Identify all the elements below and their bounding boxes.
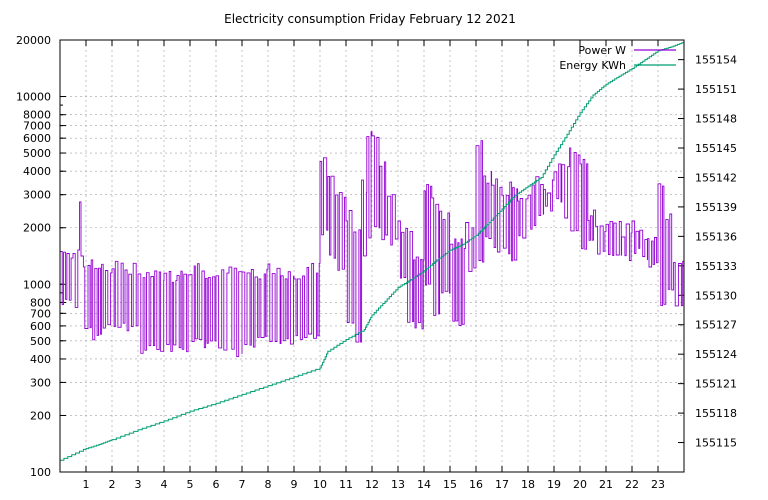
y-left-tick-label: 5000	[23, 147, 51, 160]
x-tick-label: 6	[213, 478, 220, 491]
x-tick-label: 7	[239, 478, 246, 491]
x-tick-label: 3	[135, 478, 142, 491]
x-tick-label: 17	[495, 478, 509, 491]
y-left-tick-label: 500	[30, 335, 51, 348]
grid	[60, 40, 684, 472]
y-left-tick-label: 20000	[16, 34, 51, 47]
y-left-tick-label: 100	[30, 466, 51, 479]
x-tick-label: 8	[265, 478, 272, 491]
y-right-tick-label: 155145	[695, 142, 737, 155]
y-right-tick-label: 155136	[695, 230, 737, 243]
y-left-tick-label: 200	[30, 409, 51, 422]
x-tick-label: 12	[365, 478, 379, 491]
y-left-tick-label: 300	[30, 376, 51, 389]
y-left-tick-label: 2000	[23, 222, 51, 235]
x-tick-label: 20	[573, 478, 587, 491]
y-right-tick-label: 155130	[695, 289, 737, 302]
x-tick-label: 14	[417, 478, 431, 491]
chart-title: Electricity consumption Friday February …	[224, 12, 516, 26]
legend: Power W Energy KWh	[559, 44, 676, 72]
y-right-tick-label: 155118	[695, 407, 737, 420]
y-right-tick-label: 155139	[695, 201, 737, 214]
legend-label: Power W	[578, 44, 626, 57]
y-left-tick-label: 4000	[23, 165, 51, 178]
x-tick-label: 2	[109, 478, 116, 491]
y-right-tick-label: 155142	[695, 171, 737, 184]
x-tick-label: 1	[83, 478, 90, 491]
y-right-tick-label: 155151	[695, 83, 737, 96]
y-right-tick-label: 155148	[695, 113, 737, 126]
y-left-tick-label: 7000	[23, 120, 51, 133]
y-right-tick-label: 155127	[695, 319, 737, 332]
y-left-tick-label: 700	[30, 307, 51, 320]
x-tick-label: 22	[625, 478, 639, 491]
y-right-tick-label: 155124	[695, 348, 737, 361]
y-right-tick-label: 155133	[695, 260, 737, 273]
series-power-line	[60, 131, 684, 358]
y-right-tick-label: 155115	[695, 437, 737, 450]
y-left-tick-label: 800	[30, 296, 51, 309]
x-tick-label: 13	[391, 478, 405, 491]
y-left-tick-label: 1000	[23, 278, 51, 291]
y-right-tick-label: 155121	[695, 378, 737, 391]
x-tick-label: 10	[313, 478, 327, 491]
y-left-tick-label: 6000	[23, 132, 51, 145]
x-tick-label: 5	[187, 478, 194, 491]
series-energy-line	[60, 42, 685, 461]
x-tick-label: 21	[599, 478, 613, 491]
y-left-tick-label: 400	[30, 353, 51, 366]
y-left-tick-label: 3000	[23, 189, 51, 202]
plot-area	[60, 42, 685, 461]
y-left-tick-label: 600	[30, 320, 51, 333]
y-left-tick-label: 10000	[16, 91, 51, 104]
x-tick-label: 19	[547, 478, 561, 491]
x-tick-label: 11	[339, 478, 353, 491]
x-tick-label: 23	[651, 478, 665, 491]
x-tick-label: 15	[443, 478, 457, 491]
x-axis: 1 2 3 4 5 6 7 8 9 10 11 12 13 14 15 16 17 18 19 20 21 22 23	[83, 40, 665, 491]
x-tick-label: 9	[291, 478, 298, 491]
y-left-tick-label: 8000	[23, 109, 51, 122]
y-axis-right: 155115 155118 155121 155124 155127 155130 1551…	[678, 54, 737, 450]
plot-frame	[59, 39, 685, 473]
y-right-tick-label: 155154	[695, 54, 737, 67]
x-tick-label: 18	[521, 478, 535, 491]
x-tick-label: 16	[469, 478, 483, 491]
x-tick-label: 4	[161, 478, 168, 491]
legend-label: Energy KWh	[559, 59, 626, 72]
